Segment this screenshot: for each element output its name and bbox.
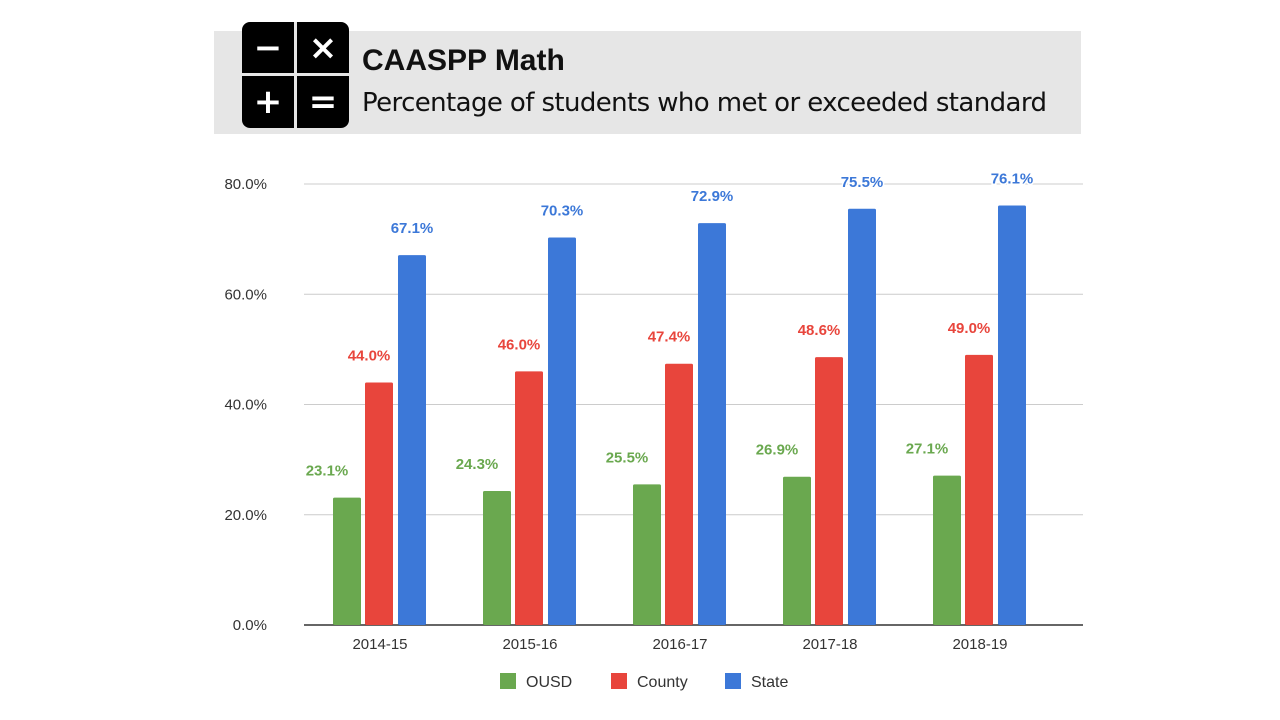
bar-county — [815, 357, 843, 625]
bar-state — [398, 255, 426, 625]
times-icon: × — [308, 28, 338, 68]
legend-label: County — [637, 674, 688, 691]
bar-ousd — [483, 491, 511, 625]
legend-swatch-county — [611, 673, 627, 689]
bar-state — [698, 223, 726, 626]
bar-state — [998, 205, 1026, 625]
bar-county — [365, 382, 393, 625]
y-tick-label: 40.0% — [224, 397, 267, 414]
legend-swatch-state — [725, 673, 741, 689]
data-label: 47.4% — [648, 329, 691, 346]
minus-icon: − — [253, 28, 283, 68]
data-label: 23.1% — [306, 463, 349, 480]
equals-icon: = — [308, 82, 338, 122]
data-label: 72.9% — [691, 188, 734, 205]
bar-ousd — [783, 476, 811, 625]
legend-label: OUSD — [526, 674, 572, 691]
x-tick-label: 2018-19 — [952, 636, 1007, 653]
data-label: 46.0% — [498, 336, 541, 353]
data-label: 48.6% — [798, 322, 841, 339]
bar-ousd — [933, 475, 961, 625]
y-tick-label: 80.0% — [224, 176, 267, 193]
data-label: 26.9% — [756, 442, 799, 459]
data-label: 27.1% — [906, 441, 949, 458]
header-band — [214, 31, 1081, 134]
plus-icon: + — [253, 82, 283, 122]
bar-ousd — [633, 484, 661, 625]
bar-ousd — [333, 497, 361, 625]
data-label: 75.5% — [841, 174, 884, 191]
bar-county — [665, 363, 693, 625]
bar-state — [548, 237, 576, 625]
data-label: 49.0% — [948, 320, 991, 337]
data-label: 67.1% — [391, 220, 434, 237]
bar-state — [848, 208, 876, 625]
y-tick-label: 20.0% — [224, 507, 267, 524]
page-title: CAASPP Math — [362, 44, 565, 77]
data-label: 25.5% — [606, 449, 649, 466]
legend-swatch-ousd — [500, 673, 516, 689]
x-tick-label: 2017-18 — [802, 636, 857, 653]
y-tick-label: 60.0% — [224, 286, 267, 303]
x-tick-label: 2016-17 — [652, 636, 707, 653]
data-label: 44.0% — [348, 347, 391, 364]
data-label: 76.1% — [991, 170, 1034, 187]
data-label: 70.3% — [541, 202, 584, 219]
bar-county — [965, 354, 993, 625]
data-label: 24.3% — [456, 456, 499, 473]
legend-label: State — [751, 674, 788, 691]
x-tick-label: 2014-15 — [352, 636, 407, 653]
y-tick-label: 0.0% — [233, 617, 267, 634]
x-tick-label: 2015-16 — [502, 636, 557, 653]
calculator-icon: − × + = — [242, 22, 349, 128]
bar-county — [515, 371, 543, 625]
page-subtitle: Percentage of students who met or exceed… — [362, 88, 1047, 118]
